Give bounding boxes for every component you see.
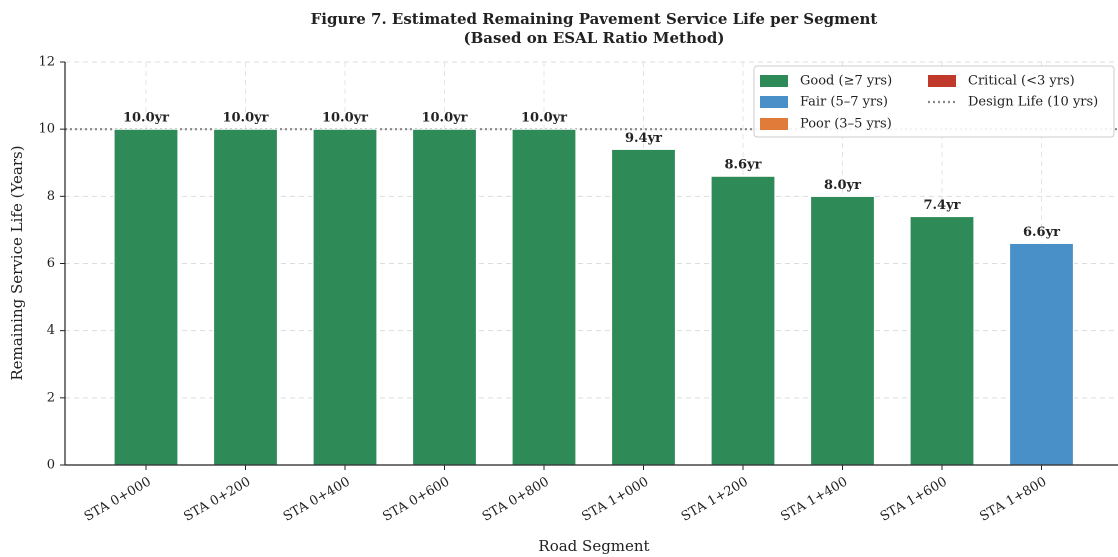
y-axis-label: Remaining Service Life (Years)	[8, 145, 26, 380]
value-label: 6.6yr	[1023, 225, 1060, 240]
value-label: 10.0yr	[322, 111, 368, 126]
legend-label: Fair (5–7 yrs)	[800, 95, 888, 110]
x-tick-label: STA 1+200	[679, 475, 751, 525]
legend-label: Good (≥7 yrs)	[800, 74, 892, 89]
value-label: 10.0yr	[123, 111, 169, 126]
value-label: 10.0yr	[222, 111, 268, 126]
bar	[809, 195, 876, 466]
legend-label: Poor (3–5 yrs)	[800, 117, 892, 132]
legend: Good (≥7 yrs) Fair (5–7 yrs) Poor (3–5 yrs…	[753, 65, 1115, 138]
legend-swatch	[928, 75, 956, 87]
bar	[909, 215, 975, 466]
y-tick-label: 12	[38, 55, 55, 70]
bar	[1008, 242, 1075, 466]
x-axis-label: Road Segment	[538, 537, 649, 555]
value-label: 10.0yr	[521, 111, 567, 126]
y-tick-label: 4	[47, 323, 55, 338]
x-tick-label: STA 1+000	[579, 475, 651, 525]
bar	[212, 128, 279, 466]
legend-label: Critical (<3 yrs)	[968, 74, 1075, 89]
y-tick-label: 8	[47, 189, 55, 204]
value-label: 8.6yr	[724, 158, 761, 173]
chart-title: Figure 7. Estimated Remaining Pavement S…	[311, 10, 878, 28]
x-tick-label: STA 0+600	[380, 475, 452, 525]
value-label: 9.4yr	[625, 131, 662, 146]
x-tick-label: STA 0+800	[480, 475, 552, 525]
legend-label: Design Life (10 yrs)	[968, 95, 1098, 110]
x-tick-label: STA 1+600	[878, 475, 950, 525]
bar	[113, 128, 179, 466]
x-tick-label: STA 1+400	[778, 475, 850, 525]
bar	[312, 128, 378, 466]
y-tick-label: 10	[38, 122, 55, 137]
legend-swatch	[760, 75, 788, 87]
value-label: 10.0yr	[421, 111, 467, 126]
y-tick-label: 6	[47, 256, 55, 271]
x-tick-label: STA 1+800	[977, 475, 1049, 525]
bar	[710, 175, 776, 466]
chart-subtitle: (Based on ESAL Ratio Method)	[464, 29, 725, 47]
value-label: 7.4yr	[923, 198, 960, 213]
x-tick-label: STA 0+200	[181, 475, 253, 525]
bar	[511, 128, 577, 466]
y-tick-label: 0	[47, 458, 55, 473]
bar	[610, 148, 677, 466]
y-tick-label: 2	[47, 390, 55, 405]
x-tick-label: STA 0+400	[281, 475, 353, 525]
legend-swatch	[760, 96, 788, 108]
legend-swatch	[760, 118, 788, 130]
x-tick-label: STA 0+000	[82, 475, 154, 525]
bar	[411, 128, 478, 466]
value-label: 8.0yr	[824, 178, 861, 193]
